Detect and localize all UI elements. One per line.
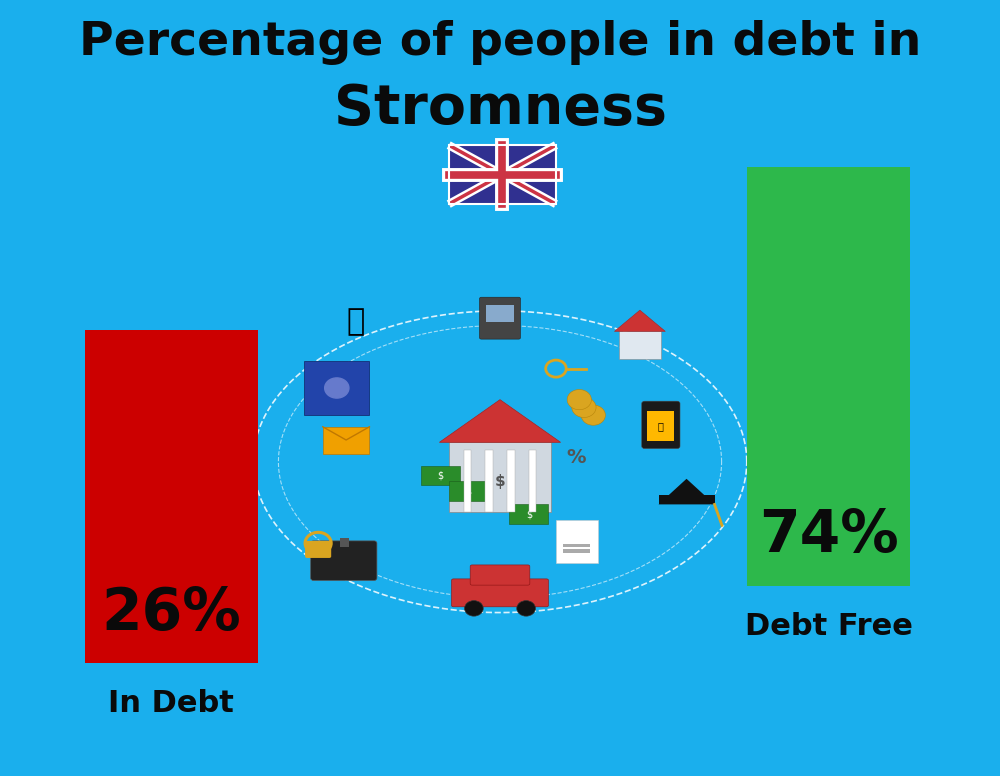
Text: 🏦: 🏦 — [658, 421, 664, 431]
Text: 26%: 26% — [101, 584, 241, 642]
Text: 🦅: 🦅 — [346, 307, 365, 337]
FancyBboxPatch shape — [747, 167, 910, 586]
FancyBboxPatch shape — [85, 330, 258, 663]
Text: %: % — [567, 449, 586, 467]
Polygon shape — [614, 310, 665, 331]
FancyBboxPatch shape — [340, 538, 349, 547]
FancyBboxPatch shape — [507, 450, 515, 512]
FancyBboxPatch shape — [556, 520, 598, 563]
Circle shape — [567, 390, 591, 410]
FancyBboxPatch shape — [659, 495, 715, 504]
Text: $: $ — [495, 473, 505, 489]
Circle shape — [325, 378, 349, 398]
Text: 74%: 74% — [759, 507, 899, 564]
Circle shape — [581, 405, 605, 425]
Text: $: $ — [526, 510, 532, 519]
Text: In Debt: In Debt — [108, 689, 234, 719]
Text: Stromness: Stromness — [334, 81, 666, 136]
FancyBboxPatch shape — [529, 450, 536, 512]
Circle shape — [465, 601, 483, 616]
Polygon shape — [659, 479, 715, 504]
FancyBboxPatch shape — [563, 544, 590, 547]
Text: Debt Free: Debt Free — [745, 611, 913, 641]
Circle shape — [572, 397, 596, 417]
FancyBboxPatch shape — [619, 331, 661, 359]
Text: Percentage of people in debt in: Percentage of people in debt in — [79, 20, 921, 65]
FancyBboxPatch shape — [486, 305, 514, 322]
FancyBboxPatch shape — [470, 565, 530, 585]
FancyBboxPatch shape — [509, 504, 548, 524]
FancyBboxPatch shape — [421, 466, 460, 485]
FancyBboxPatch shape — [449, 481, 488, 501]
FancyBboxPatch shape — [311, 541, 377, 580]
Circle shape — [517, 601, 535, 616]
FancyBboxPatch shape — [305, 541, 331, 558]
FancyBboxPatch shape — [449, 145, 556, 204]
FancyBboxPatch shape — [485, 450, 493, 512]
FancyBboxPatch shape — [304, 361, 369, 415]
Polygon shape — [439, 400, 561, 442]
FancyBboxPatch shape — [452, 579, 548, 607]
FancyBboxPatch shape — [464, 450, 471, 512]
FancyBboxPatch shape — [563, 549, 590, 553]
FancyBboxPatch shape — [449, 442, 551, 512]
FancyBboxPatch shape — [323, 427, 369, 454]
Text: $: $ — [437, 471, 443, 480]
Text: $: $ — [465, 487, 471, 496]
FancyBboxPatch shape — [479, 297, 521, 339]
FancyBboxPatch shape — [642, 401, 680, 449]
FancyBboxPatch shape — [647, 411, 674, 441]
